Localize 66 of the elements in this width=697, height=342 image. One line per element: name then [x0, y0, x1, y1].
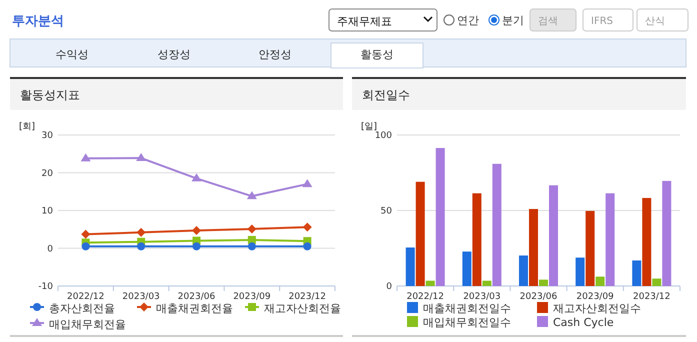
bar — [492, 164, 502, 286]
legend-label: 총자산회전율 — [49, 302, 115, 315]
bar — [606, 193, 615, 286]
legend-label: 매입채무회전일수 — [423, 316, 511, 329]
legend-label: 매출채권회전율 — [156, 302, 233, 315]
bar — [529, 208, 538, 286]
bar — [462, 252, 472, 286]
bar — [549, 185, 558, 286]
x-tick-label: 2023/09 — [576, 292, 614, 302]
x-tick-label: 2023/12 — [633, 292, 670, 302]
point — [192, 173, 202, 182]
bar — [642, 198, 652, 286]
point — [137, 242, 146, 250]
legend-label: 매입채무회전율 — [49, 318, 126, 331]
y-tick-label: 30 — [42, 131, 54, 141]
y-tick-label: 0 — [47, 244, 54, 254]
point — [302, 222, 312, 232]
chart-title: 활동성지표 — [20, 88, 80, 102]
page-header: 투자분석 주재무제표 연간 분기 검색 IFRS 산식 수익성 성장성 안정성 활동성 — [10, 8, 688, 68]
y-axis-title: [일] — [361, 122, 378, 132]
x-tick-label: 2023/09 — [233, 292, 271, 302]
y-tick-label: 10 — [42, 206, 54, 216]
legend-label: 매출채권회전일수 — [423, 302, 511, 315]
y-tick-label: 0 — [386, 282, 392, 292]
bar — [406, 247, 415, 286]
bar — [596, 276, 605, 286]
y-tick-label: 100 — [374, 131, 392, 141]
legend-label: 재고자산회전율 — [264, 302, 341, 315]
x-tick-label: 2022/12 — [406, 292, 444, 302]
bar — [519, 256, 528, 286]
point — [192, 226, 201, 236]
point — [81, 230, 90, 239]
y-axis-title: [회] — [19, 122, 36, 132]
x-tick-label: 2023/12 — [288, 292, 326, 302]
bar — [482, 280, 492, 286]
point — [192, 242, 200, 250]
bar — [632, 260, 642, 286]
point — [303, 242, 312, 250]
point — [80, 153, 91, 162]
legend-label: 재고자산회전일수 — [553, 302, 641, 315]
x-tick-label: 2023/06 — [520, 292, 558, 302]
bar — [472, 193, 482, 286]
bar — [576, 258, 585, 286]
point — [302, 179, 312, 188]
bar — [539, 280, 548, 286]
point — [248, 242, 256, 250]
x-tick-label: 2022/12 — [67, 292, 104, 302]
y-tick-label: -10 — [38, 282, 54, 292]
bar — [426, 280, 435, 286]
x-tick-label: 2023/06 — [178, 292, 216, 302]
bar — [662, 180, 672, 286]
point — [246, 191, 257, 200]
bar — [436, 148, 445, 286]
y-tick-label: 20 — [42, 168, 54, 179]
legend-label: Cash Cycle — [553, 316, 614, 329]
x-tick-label: 2023/03 — [463, 292, 501, 302]
bar — [586, 210, 595, 286]
point — [82, 242, 90, 250]
point — [136, 228, 146, 237]
x-tick-label: 2023/03 — [122, 292, 160, 302]
point — [136, 153, 146, 162]
bar — [652, 278, 662, 286]
y-tick-label: 50 — [380, 206, 392, 216]
point — [247, 224, 256, 234]
chart-title: 회전일수 — [362, 88, 410, 102]
bar — [416, 182, 425, 286]
